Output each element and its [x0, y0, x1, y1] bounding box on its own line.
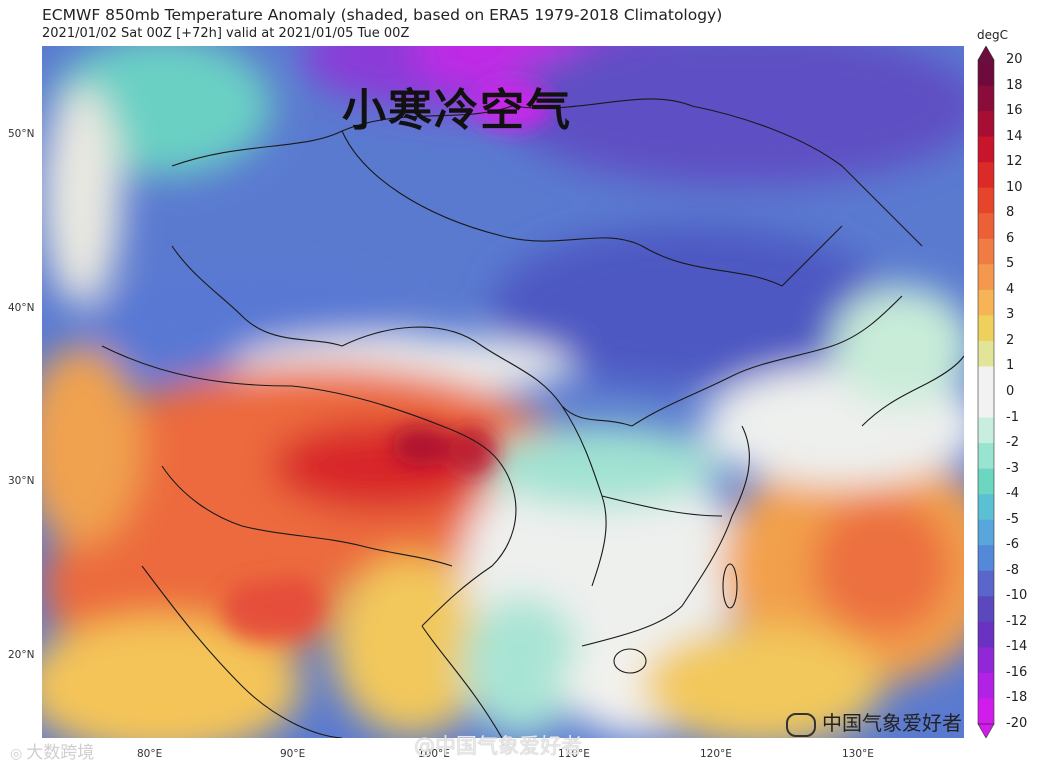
colorbar-segment: [978, 238, 994, 265]
colorbar-segment: [978, 60, 994, 87]
colorbar-tick-label: 12: [1006, 154, 1023, 170]
colorbar-outline: [977, 59, 995, 725]
colorbar-segment: [978, 417, 994, 444]
colorbar-bottom-arrow: [977, 723, 995, 738]
lat-label-40: 40°N: [8, 302, 35, 314]
colorbar-tick-label: 1: [1006, 358, 1015, 374]
colorbar-segment: [978, 519, 994, 546]
lat-label-20: 20°N: [8, 649, 35, 661]
colorbar-tick-label: 4: [1006, 281, 1015, 297]
colorbar-segment: [978, 213, 994, 240]
colorbar-segment: [978, 136, 994, 163]
colorbar-tick-label: 5: [1006, 256, 1015, 272]
colorbar-segment: [978, 621, 994, 648]
colorbar-segment: [978, 570, 994, 597]
watermark-left: ◎ 大数跨境: [10, 738, 94, 763]
chart-subtitle: 2021/01/02 Sat 00Z [+72h] valid at 2021/…: [42, 26, 410, 41]
colorbar-segment: [978, 545, 994, 572]
lon-label-80: 80°E: [137, 748, 163, 760]
colorbar-tick-label: -12: [1006, 613, 1028, 629]
temperature-anomaly-map: 小寒冷空气: [42, 46, 964, 738]
colorbar-tick-label: -18: [1006, 690, 1028, 706]
lat-label-50: 50°N: [8, 128, 35, 140]
colorbar-tick-label: -5: [1006, 511, 1019, 527]
colorbar-segment: [978, 494, 994, 521]
colorbar-tick-label: -1: [1006, 409, 1019, 425]
colorbar-tick-label: -16: [1006, 664, 1028, 680]
watermark-left-text: 大数跨境: [26, 743, 95, 763]
colorbar: [977, 46, 995, 738]
colorbar-segment: [978, 111, 994, 138]
colorbar-segment: [978, 366, 994, 393]
colorbar-tick-label: 14: [1006, 128, 1023, 144]
colorbar-tick-label: -6: [1006, 537, 1019, 553]
colorbar-segment: [978, 289, 994, 316]
colorbar-tick-label: 0: [1006, 384, 1015, 399]
colorbar-segment: [978, 596, 994, 623]
colorbar-tick-label: 20: [1006, 52, 1023, 67]
colorbar-tick-label: 8: [1006, 205, 1015, 221]
lat-label-30: 30°N: [8, 475, 35, 487]
colorbar-segment: [978, 315, 994, 342]
colorbar-tick-label: -10: [1006, 588, 1028, 604]
weibo-icon: ◎: [10, 746, 23, 762]
watermark-center: @中国气象爱好者: [414, 734, 582, 758]
colorbar-tick-label: -3: [1006, 460, 1019, 476]
colorbar-tick-label: 3: [1006, 307, 1015, 323]
colorbar-segment: [978, 647, 994, 674]
colorbar-segment: [978, 443, 994, 470]
colorbar-tick-label: -20: [1006, 716, 1028, 731]
taiwan-outline: [722, 563, 738, 609]
overlay-title-label: 小寒冷空气: [342, 85, 572, 136]
colorbar-tick-label: 6: [1006, 230, 1015, 246]
watermark-right-text: 中国气象爱好者: [822, 711, 962, 735]
colorbar-unit: degC: [977, 28, 1008, 42]
lon-label-110: 110°E: [558, 748, 590, 760]
country-borders: [101, 98, 964, 738]
map-canvas: [42, 46, 964, 738]
colorbar-top-arrow: [977, 46, 995, 61]
lon-label-130: 130°E: [842, 748, 874, 760]
colorbar-tick-label: 16: [1006, 103, 1023, 119]
colorbar-tick-label: -14: [1006, 639, 1028, 655]
wechat-icon: [786, 712, 816, 737]
colorbar-tick-label: -8: [1006, 562, 1019, 578]
colorbar-tick-label: 10: [1006, 179, 1023, 195]
colorbar-tick-label: -4: [1006, 486, 1019, 502]
colorbar-segment: [978, 672, 994, 699]
colorbar-segment: [978, 468, 994, 495]
colorbar-segment: [978, 698, 994, 725]
watermark-right: 中国气象爱好者: [786, 707, 962, 737]
colorbar-segment: [978, 264, 994, 291]
colorbar-segment: [978, 340, 994, 367]
colorbar-tick-label: 18: [1006, 77, 1023, 93]
chart-title: ECMWF 850mb Temperature Anomaly (shaded,…: [42, 6, 723, 24]
lon-label-120: 120°E: [700, 748, 732, 760]
colorbar-segment: [978, 85, 994, 112]
colorbar-tick-label: 2: [1006, 332, 1015, 348]
colorbar-segment: [978, 162, 994, 189]
colorbar-segment: [978, 392, 994, 419]
lon-label-100: 100°E: [418, 748, 450, 760]
lon-label-90: 90°E: [280, 748, 306, 760]
colorbar-segment: [978, 187, 994, 214]
hainan-outline: [613, 648, 647, 674]
colorbar-tick-label: -2: [1006, 435, 1019, 451]
